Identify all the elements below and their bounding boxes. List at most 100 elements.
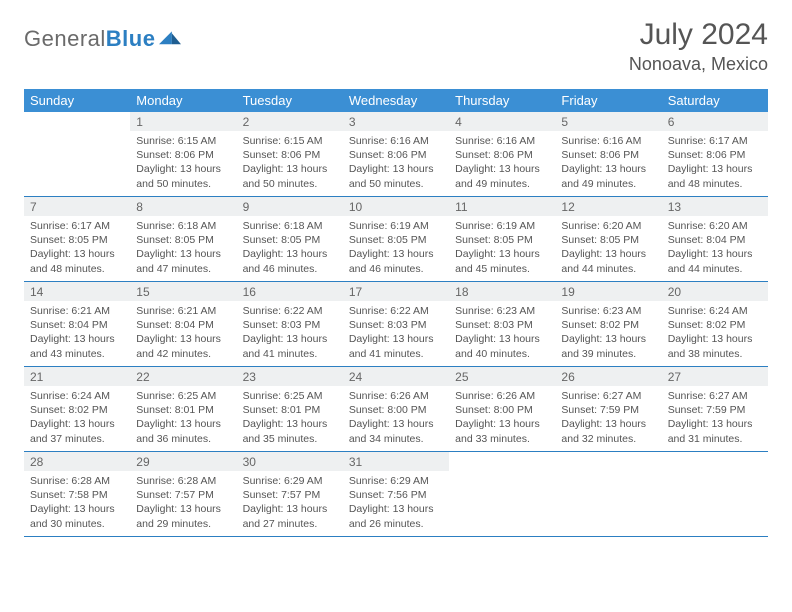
cell-body: Sunrise: 6:26 AMSunset: 8:00 PMDaylight:… [343, 386, 449, 450]
daylight-line: Daylight: 13 hours and 46 minutes. [243, 247, 337, 275]
sunset-line: Sunset: 8:05 PM [243, 233, 337, 247]
cell-body: Sunrise: 6:25 AMSunset: 8:01 PMDaylight:… [130, 386, 236, 450]
daylight-line: Daylight: 13 hours and 50 minutes. [349, 162, 443, 190]
sunset-line: Sunset: 8:02 PM [30, 403, 124, 417]
cell-body: Sunrise: 6:20 AMSunset: 8:05 PMDaylight:… [555, 216, 661, 280]
sunrise-line: Sunrise: 6:24 AM [30, 389, 124, 403]
date-number: 4 [449, 112, 555, 131]
calendar-cell [449, 452, 555, 536]
sunrise-line: Sunrise: 6:20 AM [668, 219, 762, 233]
dayname-cell: Friday [555, 89, 661, 112]
sunset-line: Sunset: 8:06 PM [243, 148, 337, 162]
cell-body: Sunrise: 6:27 AMSunset: 7:59 PMDaylight:… [662, 386, 768, 450]
daylight-line: Daylight: 13 hours and 50 minutes. [136, 162, 230, 190]
cell-body: Sunrise: 6:18 AMSunset: 8:05 PMDaylight:… [237, 216, 343, 280]
sunset-line: Sunset: 8:04 PM [136, 318, 230, 332]
sunset-line: Sunset: 7:56 PM [349, 488, 443, 502]
sunrise-line: Sunrise: 6:27 AM [668, 389, 762, 403]
sunset-line: Sunset: 8:01 PM [243, 403, 337, 417]
calendar-cell: 4Sunrise: 6:16 AMSunset: 8:06 PMDaylight… [449, 112, 555, 196]
calendar-cell: 21Sunrise: 6:24 AMSunset: 8:02 PMDayligh… [24, 367, 130, 451]
sunset-line: Sunset: 8:02 PM [561, 318, 655, 332]
sunrise-line: Sunrise: 6:25 AM [136, 389, 230, 403]
cell-body: Sunrise: 6:16 AMSunset: 8:06 PMDaylight:… [449, 131, 555, 195]
daylight-line: Daylight: 13 hours and 32 minutes. [561, 417, 655, 445]
sunrise-line: Sunrise: 6:22 AM [349, 304, 443, 318]
calendar-cell: 22Sunrise: 6:25 AMSunset: 8:01 PMDayligh… [130, 367, 236, 451]
logo-text: GeneralBlue [24, 26, 155, 52]
sunrise-line: Sunrise: 6:16 AM [349, 134, 443, 148]
sunset-line: Sunset: 8:06 PM [455, 148, 549, 162]
sunset-line: Sunset: 8:05 PM [349, 233, 443, 247]
cell-body: Sunrise: 6:24 AMSunset: 8:02 PMDaylight:… [24, 386, 130, 450]
calendar-week: 14Sunrise: 6:21 AMSunset: 8:04 PMDayligh… [24, 282, 768, 367]
cell-body: Sunrise: 6:28 AMSunset: 7:57 PMDaylight:… [130, 471, 236, 535]
date-number: 14 [24, 282, 130, 301]
sunrise-line: Sunrise: 6:28 AM [30, 474, 124, 488]
sunrise-line: Sunrise: 6:25 AM [243, 389, 337, 403]
date-number: 20 [662, 282, 768, 301]
sunrise-line: Sunrise: 6:15 AM [243, 134, 337, 148]
cell-body: Sunrise: 6:29 AMSunset: 7:56 PMDaylight:… [343, 471, 449, 535]
daylight-line: Daylight: 13 hours and 46 minutes. [349, 247, 443, 275]
dayname-cell: Saturday [662, 89, 768, 112]
dayname-cell: Tuesday [237, 89, 343, 112]
calendar-cell: 24Sunrise: 6:26 AMSunset: 8:00 PMDayligh… [343, 367, 449, 451]
title-block: July 2024 Nonoava, Mexico [629, 18, 768, 75]
calendar-cell: 27Sunrise: 6:27 AMSunset: 7:59 PMDayligh… [662, 367, 768, 451]
calendar-cell: 15Sunrise: 6:21 AMSunset: 8:04 PMDayligh… [130, 282, 236, 366]
sunrise-line: Sunrise: 6:26 AM [349, 389, 443, 403]
calendar-cell: 7Sunrise: 6:17 AMSunset: 8:05 PMDaylight… [24, 197, 130, 281]
date-number: 29 [130, 452, 236, 471]
calendar-cell: 2 Sunrise: 6:15 AMSunset: 8:06 PMDaylight… [237, 112, 343, 196]
date-number: 26 [555, 367, 661, 386]
logo-name: General [24, 26, 106, 51]
daylight-line: Daylight: 13 hours and 43 minutes. [30, 332, 124, 360]
sunrise-line: Sunrise: 6:22 AM [243, 304, 337, 318]
sunset-line: Sunset: 8:03 PM [243, 318, 337, 332]
sunrise-line: Sunrise: 6:29 AM [349, 474, 443, 488]
logo-accent: Blue [106, 26, 156, 51]
daylight-line: Daylight: 13 hours and 41 minutes. [349, 332, 443, 360]
sunset-line: Sunset: 7:57 PM [136, 488, 230, 502]
page: GeneralBlue July 2024 Nonoava, Mexico Su… [0, 0, 792, 537]
sunset-line: Sunset: 8:06 PM [668, 148, 762, 162]
daylight-line: Daylight: 13 hours and 48 minutes. [30, 247, 124, 275]
calendar-cell: 12Sunrise: 6:20 AMSunset: 8:05 PMDayligh… [555, 197, 661, 281]
date-number: 5 [555, 112, 661, 131]
sunrise-line: Sunrise: 6:19 AM [455, 219, 549, 233]
calendar-cell: 13Sunrise: 6:20 AMSunset: 8:04 PMDayligh… [662, 197, 768, 281]
calendar-week: 28Sunrise: 6:28 AMSunset: 7:58 PMDayligh… [24, 452, 768, 537]
calendar-cell: 1Sunrise: 6:15 AMSunset: 8:06 PMDaylight… [130, 112, 236, 196]
daylight-line: Daylight: 13 hours and 44 minutes. [668, 247, 762, 275]
date-number: 7 [24, 197, 130, 216]
date-number: 28 [24, 452, 130, 471]
sunset-line: Sunset: 8:04 PM [30, 318, 124, 332]
daylight-line: Daylight: 13 hours and 42 minutes. [136, 332, 230, 360]
logo-triangle-icon [159, 27, 181, 45]
sunset-line: Sunset: 8:06 PM [136, 148, 230, 162]
sunrise-line: Sunrise: 6:16 AM [455, 134, 549, 148]
calendar-cell: 11Sunrise: 6:19 AMSunset: 8:05 PMDayligh… [449, 197, 555, 281]
sunset-line: Sunset: 8:05 PM [30, 233, 124, 247]
date-number: 19 [555, 282, 661, 301]
calendar-cell: 23Sunrise: 6:25 AMSunset: 8:01 PMDayligh… [237, 367, 343, 451]
cell-body: Sunrise: 6:23 AMSunset: 8:03 PMDaylight:… [449, 301, 555, 365]
calendar-cell [662, 452, 768, 536]
daylight-line: Daylight: 13 hours and 50 minutes. [243, 162, 337, 190]
cell-body: Sunrise: 6:20 AMSunset: 8:04 PMDaylight:… [662, 216, 768, 280]
sunset-line: Sunset: 8:02 PM [668, 318, 762, 332]
calendar-cell: 10Sunrise: 6:19 AMSunset: 8:05 PMDayligh… [343, 197, 449, 281]
sunset-line: Sunset: 7:59 PM [561, 403, 655, 417]
calendar-cell: 25Sunrise: 6:26 AMSunset: 8:00 PMDayligh… [449, 367, 555, 451]
calendar-cell: 30Sunrise: 6:29 AMSunset: 7:57 PMDayligh… [237, 452, 343, 536]
sunrise-line: Sunrise: 6:15 AM [136, 134, 230, 148]
cell-body: Sunrise: 6:19 AMSunset: 8:05 PMDaylight:… [449, 216, 555, 280]
daylight-line: Daylight: 13 hours and 35 minutes. [243, 417, 337, 445]
calendar-cell: 16Sunrise: 6:22 AMSunset: 8:03 PMDayligh… [237, 282, 343, 366]
daylight-line: Daylight: 13 hours and 45 minutes. [455, 247, 549, 275]
cell-body: Sunrise: 6:16 AMSunset: 8:06 PMDaylight:… [343, 131, 449, 195]
date-number: 2 [237, 112, 343, 131]
sunrise-line: Sunrise: 6:27 AM [561, 389, 655, 403]
daylight-line: Daylight: 13 hours and 44 minutes. [561, 247, 655, 275]
